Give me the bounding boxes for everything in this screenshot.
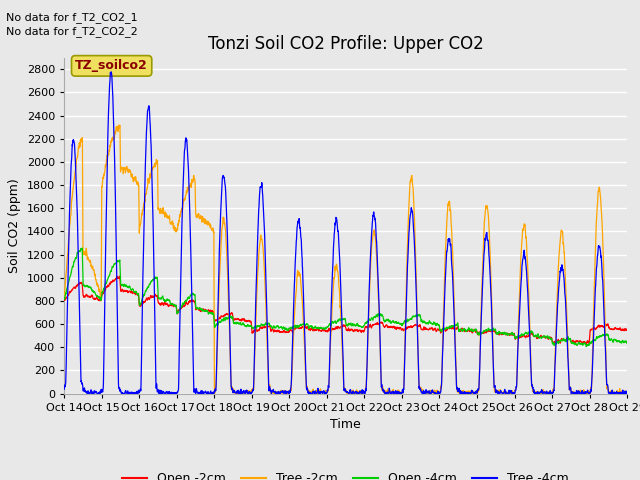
Text: No data for f_T2_CO2_1: No data for f_T2_CO2_1 — [6, 12, 138, 23]
Text: TZ_soilco2: TZ_soilco2 — [76, 60, 148, 72]
X-axis label: Time: Time — [330, 418, 361, 431]
Legend: Open -2cm, Tree -2cm, Open -4cm, Tree -4cm: Open -2cm, Tree -2cm, Open -4cm, Tree -4… — [118, 467, 573, 480]
Title: Tonzi Soil CO2 Profile: Upper CO2: Tonzi Soil CO2 Profile: Upper CO2 — [208, 35, 483, 53]
Y-axis label: Soil CO2 (ppm): Soil CO2 (ppm) — [8, 178, 21, 273]
Text: No data for f_T2_CO2_2: No data for f_T2_CO2_2 — [6, 26, 138, 37]
